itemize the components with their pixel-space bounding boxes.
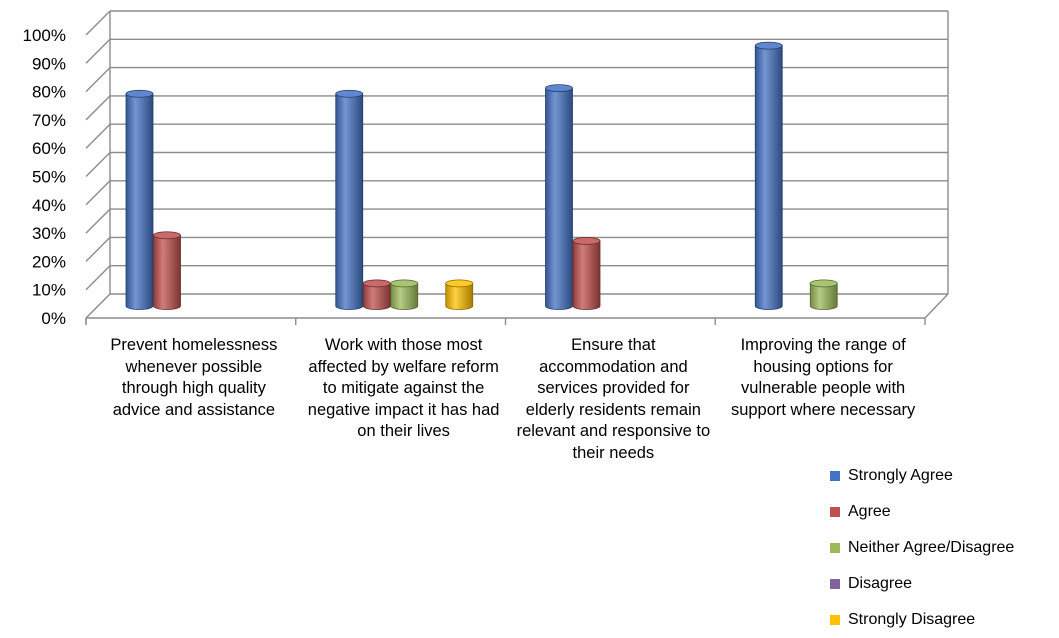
bar	[754, 41, 783, 310]
legend-label: Disagree	[848, 575, 913, 592]
bar	[545, 84, 573, 310]
y-tick-label: 40%	[32, 196, 66, 215]
floor-edge	[924, 293, 949, 319]
legend-label: Agree	[848, 503, 891, 520]
gridline-depth	[85, 95, 111, 121]
y-tick-label: 60%	[32, 139, 66, 158]
bars	[125, 41, 838, 310]
legend-label: Neither Agree/Disagree	[848, 539, 1015, 556]
legend-swatch	[830, 579, 840, 589]
y-axis-ticks: 0% 10% 20% 30% 40% 50% 60% 70% 80% 90% 100%	[23, 26, 66, 328]
gridline-depth	[85, 180, 111, 206]
bar	[445, 279, 474, 310]
bar	[335, 89, 364, 310]
gridline-depth	[85, 38, 111, 64]
y-tick-label: 70%	[32, 111, 66, 130]
gridline-depth	[85, 236, 111, 262]
y-tick-label: 10%	[32, 281, 66, 300]
y-tick-label: 50%	[32, 168, 66, 187]
legend-item: Strongly Agree	[830, 458, 1014, 494]
bar	[362, 279, 391, 310]
legend-item: Strongly Disagree	[830, 602, 1014, 638]
y-tick-label: 90%	[32, 54, 66, 73]
bar	[390, 279, 419, 310]
legend-swatch	[830, 615, 840, 625]
bar	[153, 231, 181, 310]
gridline-depth	[85, 123, 111, 149]
y-tick-label: 20%	[32, 252, 66, 271]
gridlines	[85, 10, 949, 325]
y-tick-label: 100%	[23, 26, 66, 45]
y-tick-label: 30%	[32, 224, 66, 243]
bar	[125, 89, 154, 310]
gridline-depth	[85, 293, 111, 319]
y-tick-label: 0%	[41, 309, 66, 328]
legend-item: Agree	[830, 494, 1014, 530]
gridline-depth	[85, 10, 111, 36]
x-category-label: Ensure that accommodation and services p…	[516, 336, 711, 462]
legend-swatch	[830, 471, 840, 481]
x-category-label: Improving the range of housing options f…	[730, 336, 916, 419]
gridline-depth	[85, 208, 111, 234]
x-category-label: Work with those most affected by welfare…	[307, 336, 500, 440]
bar	[572, 237, 601, 310]
bar	[809, 279, 838, 310]
legend-item: Disagree	[830, 566, 1014, 602]
gridline-depth	[85, 265, 111, 291]
legend-label: Strongly Disagree	[848, 611, 976, 628]
legend-swatch	[830, 507, 840, 517]
gridline-depth	[85, 152, 111, 177]
x-category-label: Prevent homelessness whenever possible t…	[110, 336, 278, 419]
legend-swatch	[830, 543, 840, 553]
gridline-depth	[85, 67, 111, 93]
legend-label: Strongly Agree	[848, 467, 953, 484]
legend-item: Neither Agree/Disagree	[830, 530, 1014, 566]
legend: Strongly Agree Agree Neither Agree/Disag…	[830, 458, 1014, 638]
y-tick-label: 80%	[32, 83, 66, 102]
